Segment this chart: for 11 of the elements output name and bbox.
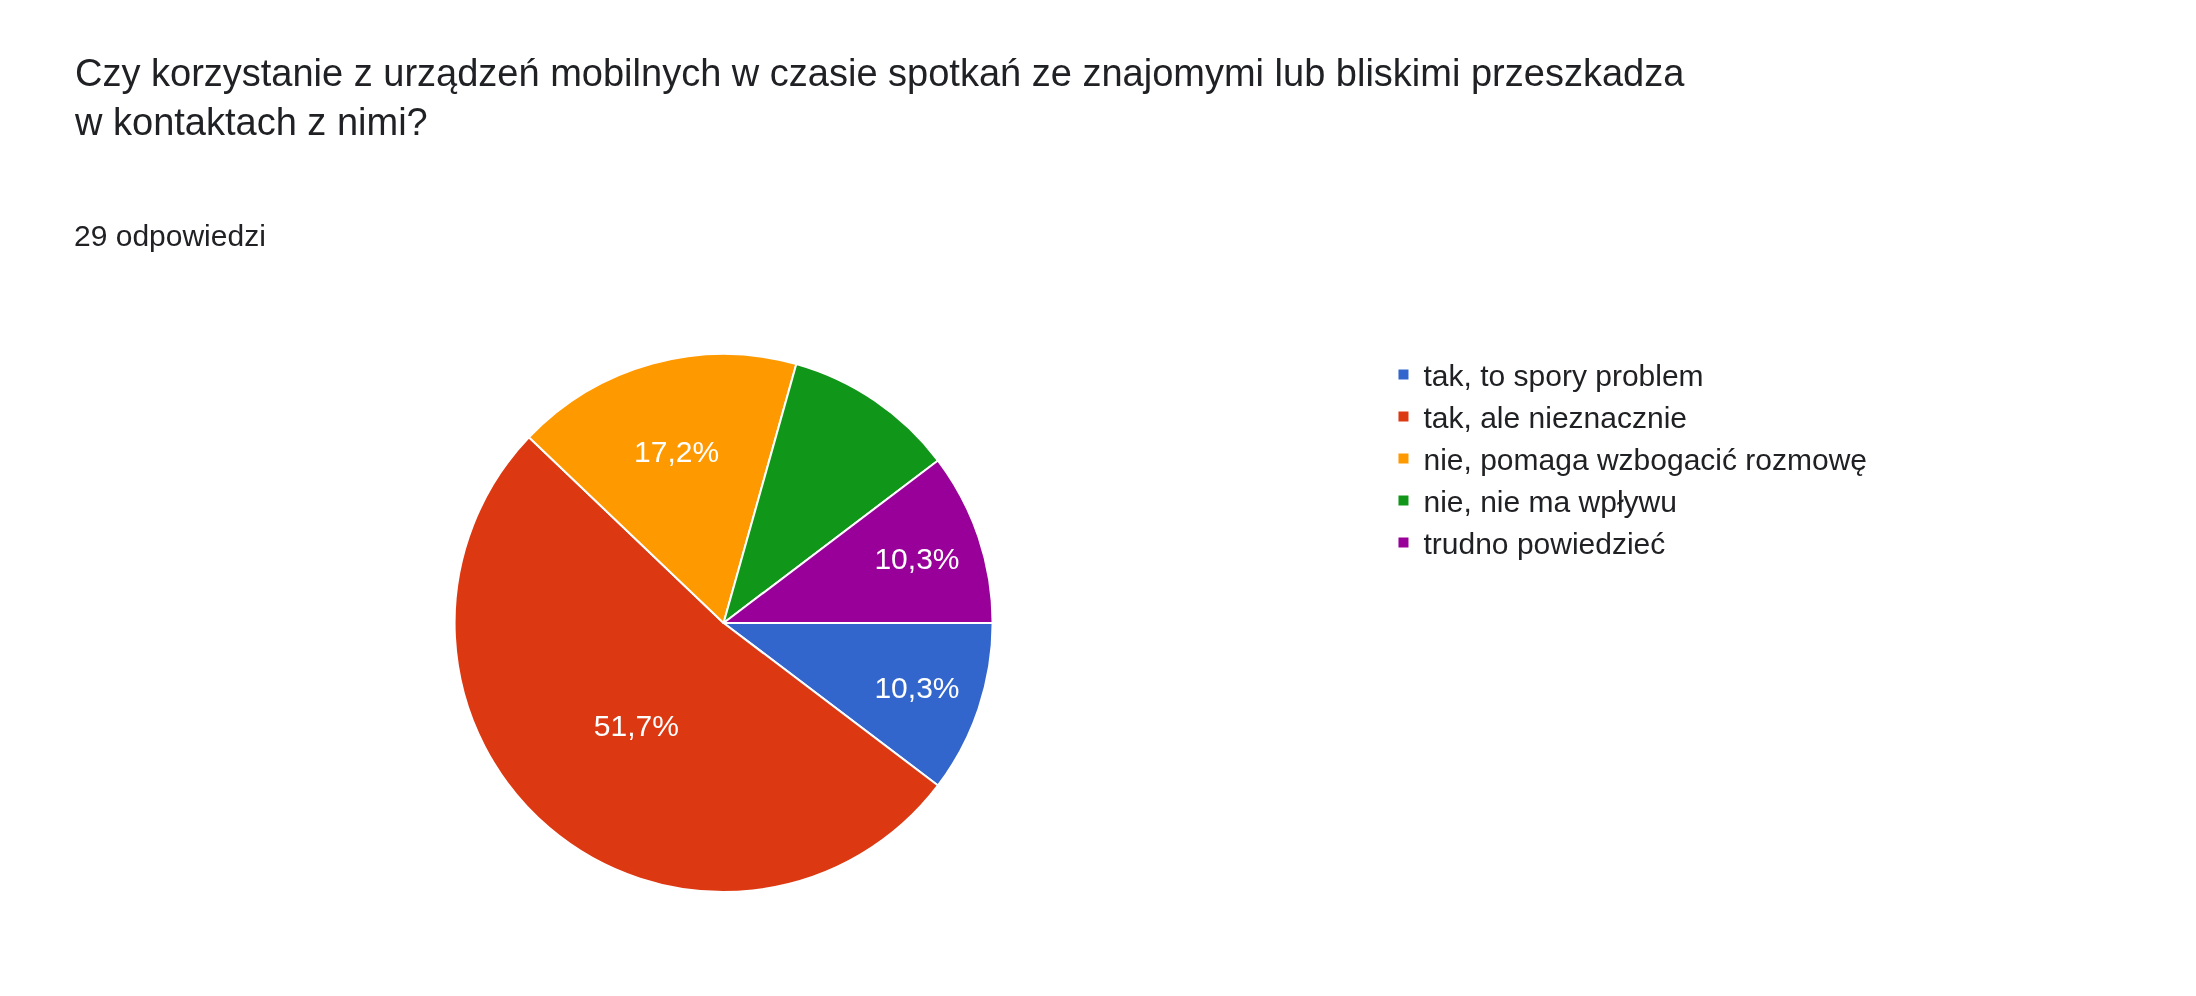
legend-label: tak, ale nieznacznie: [1423, 401, 1687, 435]
legend-label: nie, nie ma wpływu: [1423, 485, 1677, 519]
data-label: 51,7%: [593, 708, 679, 742]
legend-label: nie, pomaga wzbogacić rozmowę: [1423, 443, 1868, 477]
data-label: 17,2%: [634, 435, 720, 469]
data-label: 10,3%: [874, 541, 960, 575]
chart-title: Czy korzystanie z urządzeń mobilnych w czasie spotkań ze znajomymi lub bliskimi przeszkadza w kontaktach z nimi?: [74, 52, 1686, 144]
data-label: 10,3%: [874, 671, 960, 705]
legend-label: tak, to spory problem: [1423, 359, 1704, 393]
legend-label: trudno powiedzieć: [1423, 527, 1666, 561]
text: 29 odpowiedzi: [74, 219, 266, 252]
